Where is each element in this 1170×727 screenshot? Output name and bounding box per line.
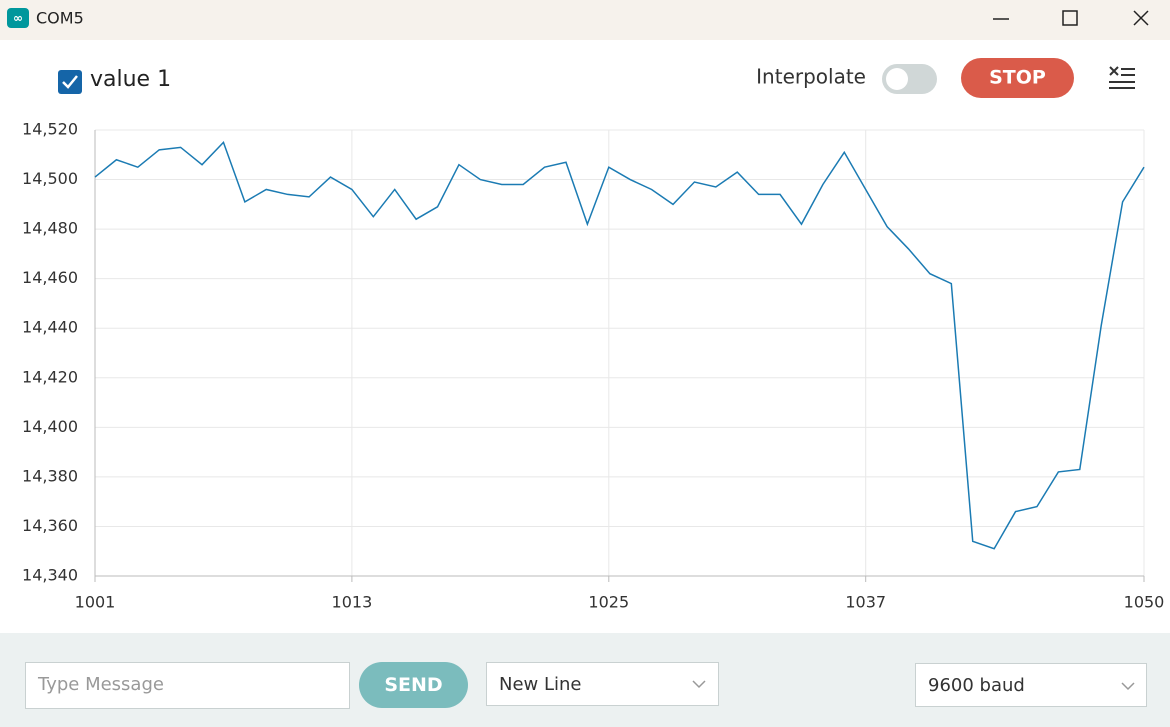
legend-label: value 1 <box>90 67 171 92</box>
title-bar: ∞ COM5 <box>0 0 1170 40</box>
y-tick-label: 14,480 <box>22 219 78 238</box>
y-tick-label: 14,360 <box>22 516 78 535</box>
y-tick-label: 14,460 <box>22 268 78 287</box>
checkbox-check <box>62 75 78 89</box>
x-tick-label: 1013 <box>332 593 373 612</box>
app-icon-glyph: ∞ <box>13 11 23 25</box>
app-icon <box>7 8 29 28</box>
plot-area: value 1 Interpolate STOP 14,340 14,360 14,… <box>22 58 1165 612</box>
stop-button-label: STOP <box>989 67 1046 89</box>
toggle-knob <box>886 68 908 90</box>
y-tick-label: 14,500 <box>22 169 78 188</box>
series-checkbox[interactable] <box>58 70 82 94</box>
x-tick-label: 1001 <box>75 593 116 612</box>
y-tick-label: 14,380 <box>22 466 78 485</box>
line-ending-select[interactable]: New Line <box>486 662 719 706</box>
send-button[interactable]: SEND <box>359 662 468 708</box>
y-tick-label: 14,440 <box>22 318 78 337</box>
y-tick-label: 14,420 <box>22 367 78 386</box>
interpolate-label: Interpolate <box>756 65 866 89</box>
footer: Type Message SEND New Line 9600 baud <box>0 633 1170 727</box>
clear-button[interactable] <box>1109 66 1135 89</box>
close-button[interactable] <box>1133 10 1149 26</box>
y-tick-label: 14,400 <box>22 417 78 436</box>
window-title: COM5 <box>36 9 84 28</box>
series-line <box>94 140 1145 550</box>
maximize-button[interactable] <box>1062 10 1078 26</box>
baud-rate-select[interactable]: 9600 baud <box>915 663 1147 707</box>
x-tick-label: 1050 <box>1124 593 1165 612</box>
y-tick-label: 14,340 <box>22 566 78 585</box>
y-tick-label: 14,520 <box>22 120 78 139</box>
x-tick-label: 1025 <box>588 593 629 612</box>
message-input[interactable]: Type Message <box>25 662 350 709</box>
x-tick-label: 1037 <box>845 593 886 612</box>
title-bar-graphics: ∞ COM5 <box>7 8 1149 28</box>
stop-button[interactable] <box>961 58 1074 98</box>
